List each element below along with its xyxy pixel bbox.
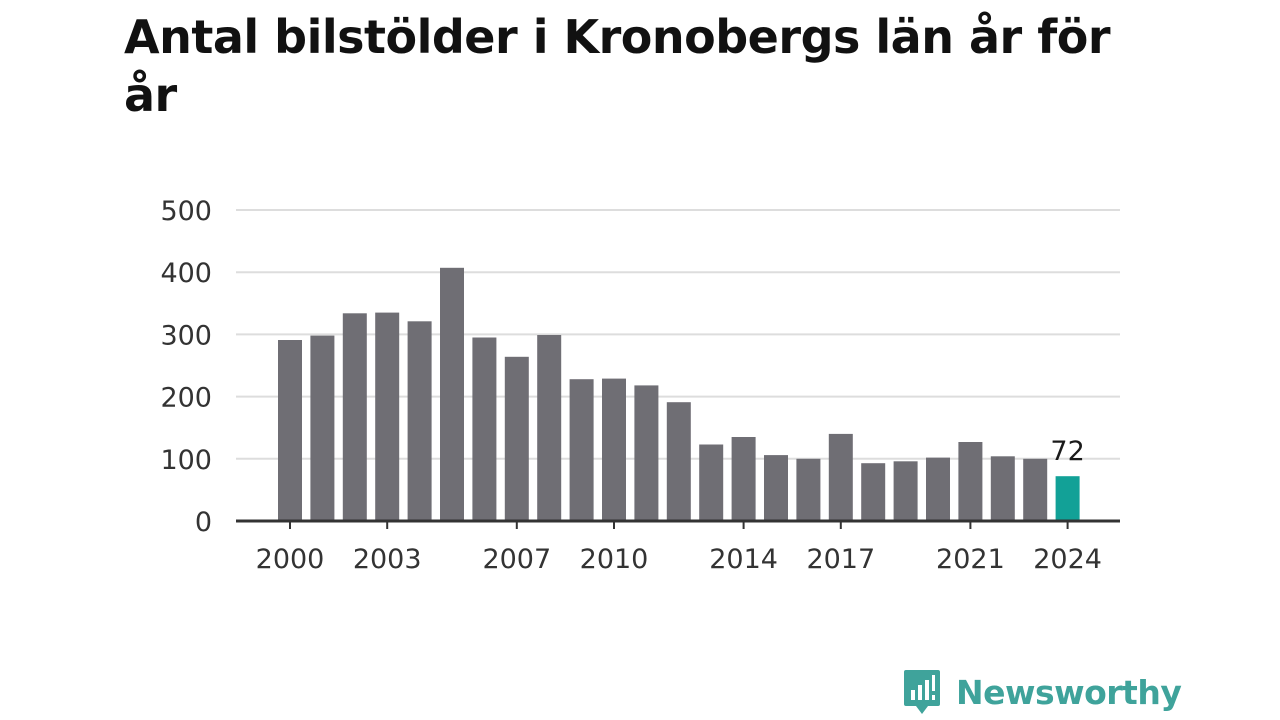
bar-2014 (731, 437, 756, 521)
x-axis-labels: 2000 2003 2007 2010 2014 2017 2021 2024 (256, 521, 1102, 575)
bar-2023 (1023, 458, 1048, 521)
y-tick-label: 0 (195, 507, 212, 538)
bar-2008 (537, 335, 562, 521)
bar-2024 (1055, 476, 1080, 521)
bar-2016 (796, 458, 821, 521)
y-tick-label: 400 (160, 258, 212, 289)
y-tick-label: 500 (160, 196, 212, 227)
bar-2019 (893, 461, 918, 521)
x-tick-label: 2003 (353, 544, 422, 575)
bar-2009 (569, 379, 594, 521)
bar-2018 (861, 463, 886, 521)
y-tick-label: 200 (160, 383, 212, 414)
bar-2011 (634, 385, 659, 521)
bars (278, 267, 1080, 521)
bar-2015 (764, 455, 788, 521)
x-tick-label: 2007 (482, 544, 551, 575)
bar-2020 (926, 457, 950, 521)
bar-2000 (278, 340, 302, 521)
bar-2005 (440, 267, 464, 521)
bar-2017 (828, 433, 853, 521)
bar-2003 (375, 312, 400, 521)
bar-2001 (310, 335, 335, 521)
bar-2021 (958, 442, 983, 521)
newsworthy-logo-icon (904, 670, 940, 714)
bar-2006 (472, 337, 497, 521)
x-tick-label: 2000 (256, 544, 325, 575)
x-tick-label: 2017 (806, 544, 875, 575)
newsworthy-logo: Newsworthy (902, 668, 1182, 716)
y-axis-labels: 0 100 200 300 400 500 (160, 196, 212, 538)
bar-2013 (699, 444, 724, 521)
x-tick-label: 2024 (1033, 544, 1102, 575)
annotations: 72 (1050, 436, 1084, 467)
x-tick-label: 2010 (580, 544, 649, 575)
bar-2002 (342, 313, 367, 521)
bar-2022 (990, 456, 1015, 521)
y-tick-label: 100 (160, 445, 212, 476)
bar-2010 (602, 378, 626, 521)
bar-2007 (504, 356, 529, 521)
x-tick-label: 2014 (709, 544, 778, 575)
chart-title: Antal bilstölder i Kronobergs län år för… (124, 10, 1111, 122)
x-tick-label: 2021 (936, 544, 1005, 575)
highlight-value-label: 72 (1050, 436, 1084, 467)
bar-2012 (666, 402, 691, 521)
bar-2004 (407, 321, 432, 521)
brand-name: Newsworthy (956, 672, 1182, 712)
y-tick-label: 300 (160, 320, 212, 351)
